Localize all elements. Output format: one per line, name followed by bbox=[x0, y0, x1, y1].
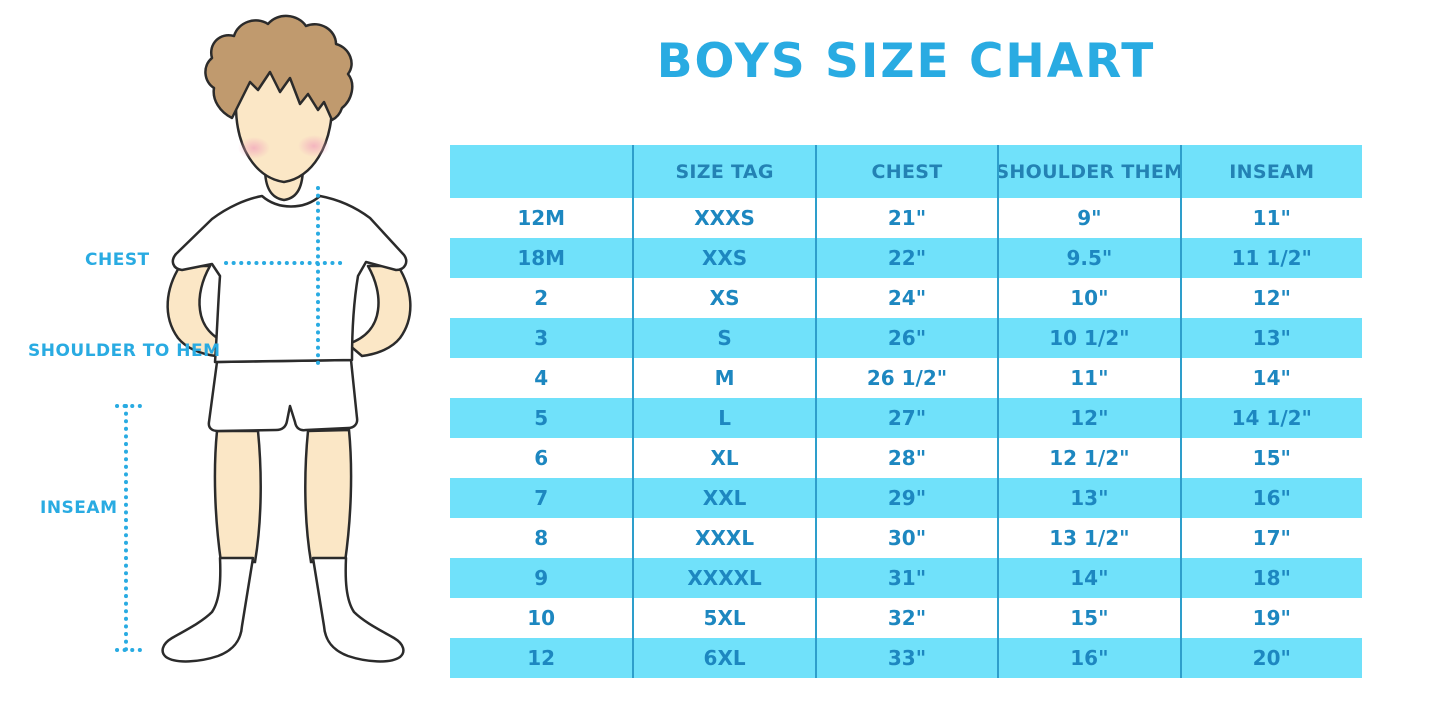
table-cell: 9" bbox=[997, 198, 1179, 238]
table-header-row: SIZE TAG CHEST SHOULDER THEM INSEAM bbox=[450, 145, 1362, 198]
right-cheek bbox=[298, 135, 330, 157]
column-header bbox=[450, 145, 632, 198]
table-cell: 9.5" bbox=[997, 238, 1179, 278]
table-cell: 30" bbox=[814, 518, 997, 558]
table-cell: 26" bbox=[814, 318, 997, 358]
table-row: 18M XXS 22" 9.5" 11 1/2" bbox=[450, 238, 1362, 278]
t-shirt bbox=[171, 194, 408, 364]
boy-illustration bbox=[0, 0, 450, 723]
table-cell: 17" bbox=[1179, 518, 1362, 558]
table-cell: 6 bbox=[534, 446, 549, 470]
table-cell: XXL bbox=[632, 478, 814, 518]
size-table: SIZE TAG CHEST SHOULDER THEM INSEAM 12M XXXS… bbox=[450, 145, 1362, 678]
table-cell: 2 bbox=[534, 286, 549, 310]
table-cell: 20" bbox=[1179, 638, 1362, 678]
table-cell: 10 bbox=[527, 606, 556, 630]
table-cell: 6XL bbox=[632, 638, 814, 678]
table-cell: 26 1/2" bbox=[814, 358, 997, 398]
table-row: 5 L 27" 12" 14 1/2" bbox=[450, 398, 1362, 438]
chest-measure-label: CHEST bbox=[85, 250, 150, 270]
table-cell: XXXL bbox=[632, 518, 814, 558]
table-cell: XXXS bbox=[632, 198, 814, 238]
page-title: BOYS SIZE CHART bbox=[656, 34, 1156, 89]
table-row: 2 XS 24" 10" 12" bbox=[450, 278, 1362, 318]
table-cell: M bbox=[632, 358, 814, 398]
table-cell: 15" bbox=[1179, 438, 1362, 478]
table-row: 12 6XL 33" 16" 20" bbox=[450, 638, 1362, 678]
table-cell: 5XL bbox=[632, 598, 814, 638]
table-row: 10 5XL 32" 15" 19" bbox=[450, 598, 1362, 638]
column-header: SIZE TAG bbox=[632, 145, 814, 198]
table-cell: 11" bbox=[1179, 198, 1362, 238]
table-cell: 3 bbox=[534, 326, 549, 350]
shorts bbox=[207, 358, 359, 433]
table-cell: 14" bbox=[997, 558, 1179, 598]
table-cell: 15" bbox=[997, 598, 1179, 638]
table-cell: XS bbox=[632, 278, 814, 318]
table-cell: 12 1/2" bbox=[997, 438, 1179, 478]
table-cell: XXS bbox=[632, 238, 814, 278]
left-leg bbox=[213, 429, 262, 564]
inseam-measure-label: INSEAM bbox=[40, 498, 118, 518]
right-leg bbox=[304, 428, 353, 564]
table-row: 7 XXL 29" 13" 16" bbox=[450, 478, 1362, 518]
right-sock bbox=[311, 556, 405, 663]
table-row: 6 XL 28" 12 1/2" 15" bbox=[450, 438, 1362, 478]
table-cell: 14" bbox=[1179, 358, 1362, 398]
left-sock bbox=[161, 556, 255, 663]
table-cell: 27" bbox=[814, 398, 997, 438]
table-cell: 10 1/2" bbox=[997, 318, 1179, 358]
table-cell: 16" bbox=[997, 638, 1179, 678]
table-cell: 13" bbox=[997, 478, 1179, 518]
table-cell: 16" bbox=[1179, 478, 1362, 518]
table-cell: 32" bbox=[814, 598, 997, 638]
left-cheek bbox=[238, 137, 270, 159]
table-cell: 28" bbox=[814, 438, 997, 478]
table-cell: 14 1/2" bbox=[1179, 398, 1362, 438]
table-cell: 8 bbox=[534, 526, 549, 550]
right-arm bbox=[346, 264, 412, 358]
table-cell: L bbox=[632, 398, 814, 438]
table-row: 8 XXXL 30" 13 1/2" 17" bbox=[450, 518, 1362, 558]
table-cell: 7 bbox=[534, 486, 549, 510]
column-header: INSEAM bbox=[1179, 145, 1362, 198]
table-cell: 4 bbox=[534, 366, 549, 390]
table-row: 3 S 26" 10 1/2" 13" bbox=[450, 318, 1362, 358]
table-cell: 21" bbox=[814, 198, 997, 238]
table-cell: 13 1/2" bbox=[997, 518, 1179, 558]
table-cell: 31" bbox=[814, 558, 997, 598]
hair bbox=[204, 14, 354, 122]
column-header: SHOULDER THEM bbox=[997, 145, 1180, 198]
table-cell: 12M bbox=[517, 206, 566, 230]
table-cell: 19" bbox=[1179, 598, 1362, 638]
table-row: 4 M 26 1/2" 11" 14" bbox=[450, 358, 1362, 398]
table-cell: XXXXL bbox=[632, 558, 814, 598]
table-cell: 10" bbox=[997, 278, 1179, 318]
table-cell: XL bbox=[632, 438, 814, 478]
table-cell: 11" bbox=[997, 358, 1179, 398]
table-cell: 9 bbox=[534, 566, 549, 590]
table-cell: 22" bbox=[814, 238, 997, 278]
table-cell: 33" bbox=[814, 638, 997, 678]
table-cell: 24" bbox=[814, 278, 997, 318]
table-cell: 29" bbox=[814, 478, 997, 518]
boy-figure-drawing bbox=[115, 14, 412, 663]
table-cell: 12" bbox=[997, 398, 1179, 438]
table-cell: 18" bbox=[1179, 558, 1362, 598]
table-cell: S bbox=[632, 318, 814, 358]
table-row: 12M XXXS 21" 9" 11" bbox=[450, 198, 1362, 238]
table-cell: 12 bbox=[527, 646, 556, 670]
table-row: 9 XXXXL 31" 14" 18" bbox=[450, 558, 1362, 598]
shoulder-to-hem-measure-label: SHOULDER TO HEM bbox=[28, 341, 221, 361]
table-cell: 11 1/2" bbox=[1179, 238, 1362, 278]
table-cell: 12" bbox=[1179, 278, 1362, 318]
table-cell: 5 bbox=[534, 406, 549, 430]
table-cell: 13" bbox=[1179, 318, 1362, 358]
table-cell: 18M bbox=[517, 246, 566, 270]
column-header: CHEST bbox=[814, 145, 997, 198]
size-table-body: 12M XXXS 21" 9" 11" 18M XXS 22" 9.5" 11 1/2" 2 XS 24… bbox=[450, 198, 1362, 678]
